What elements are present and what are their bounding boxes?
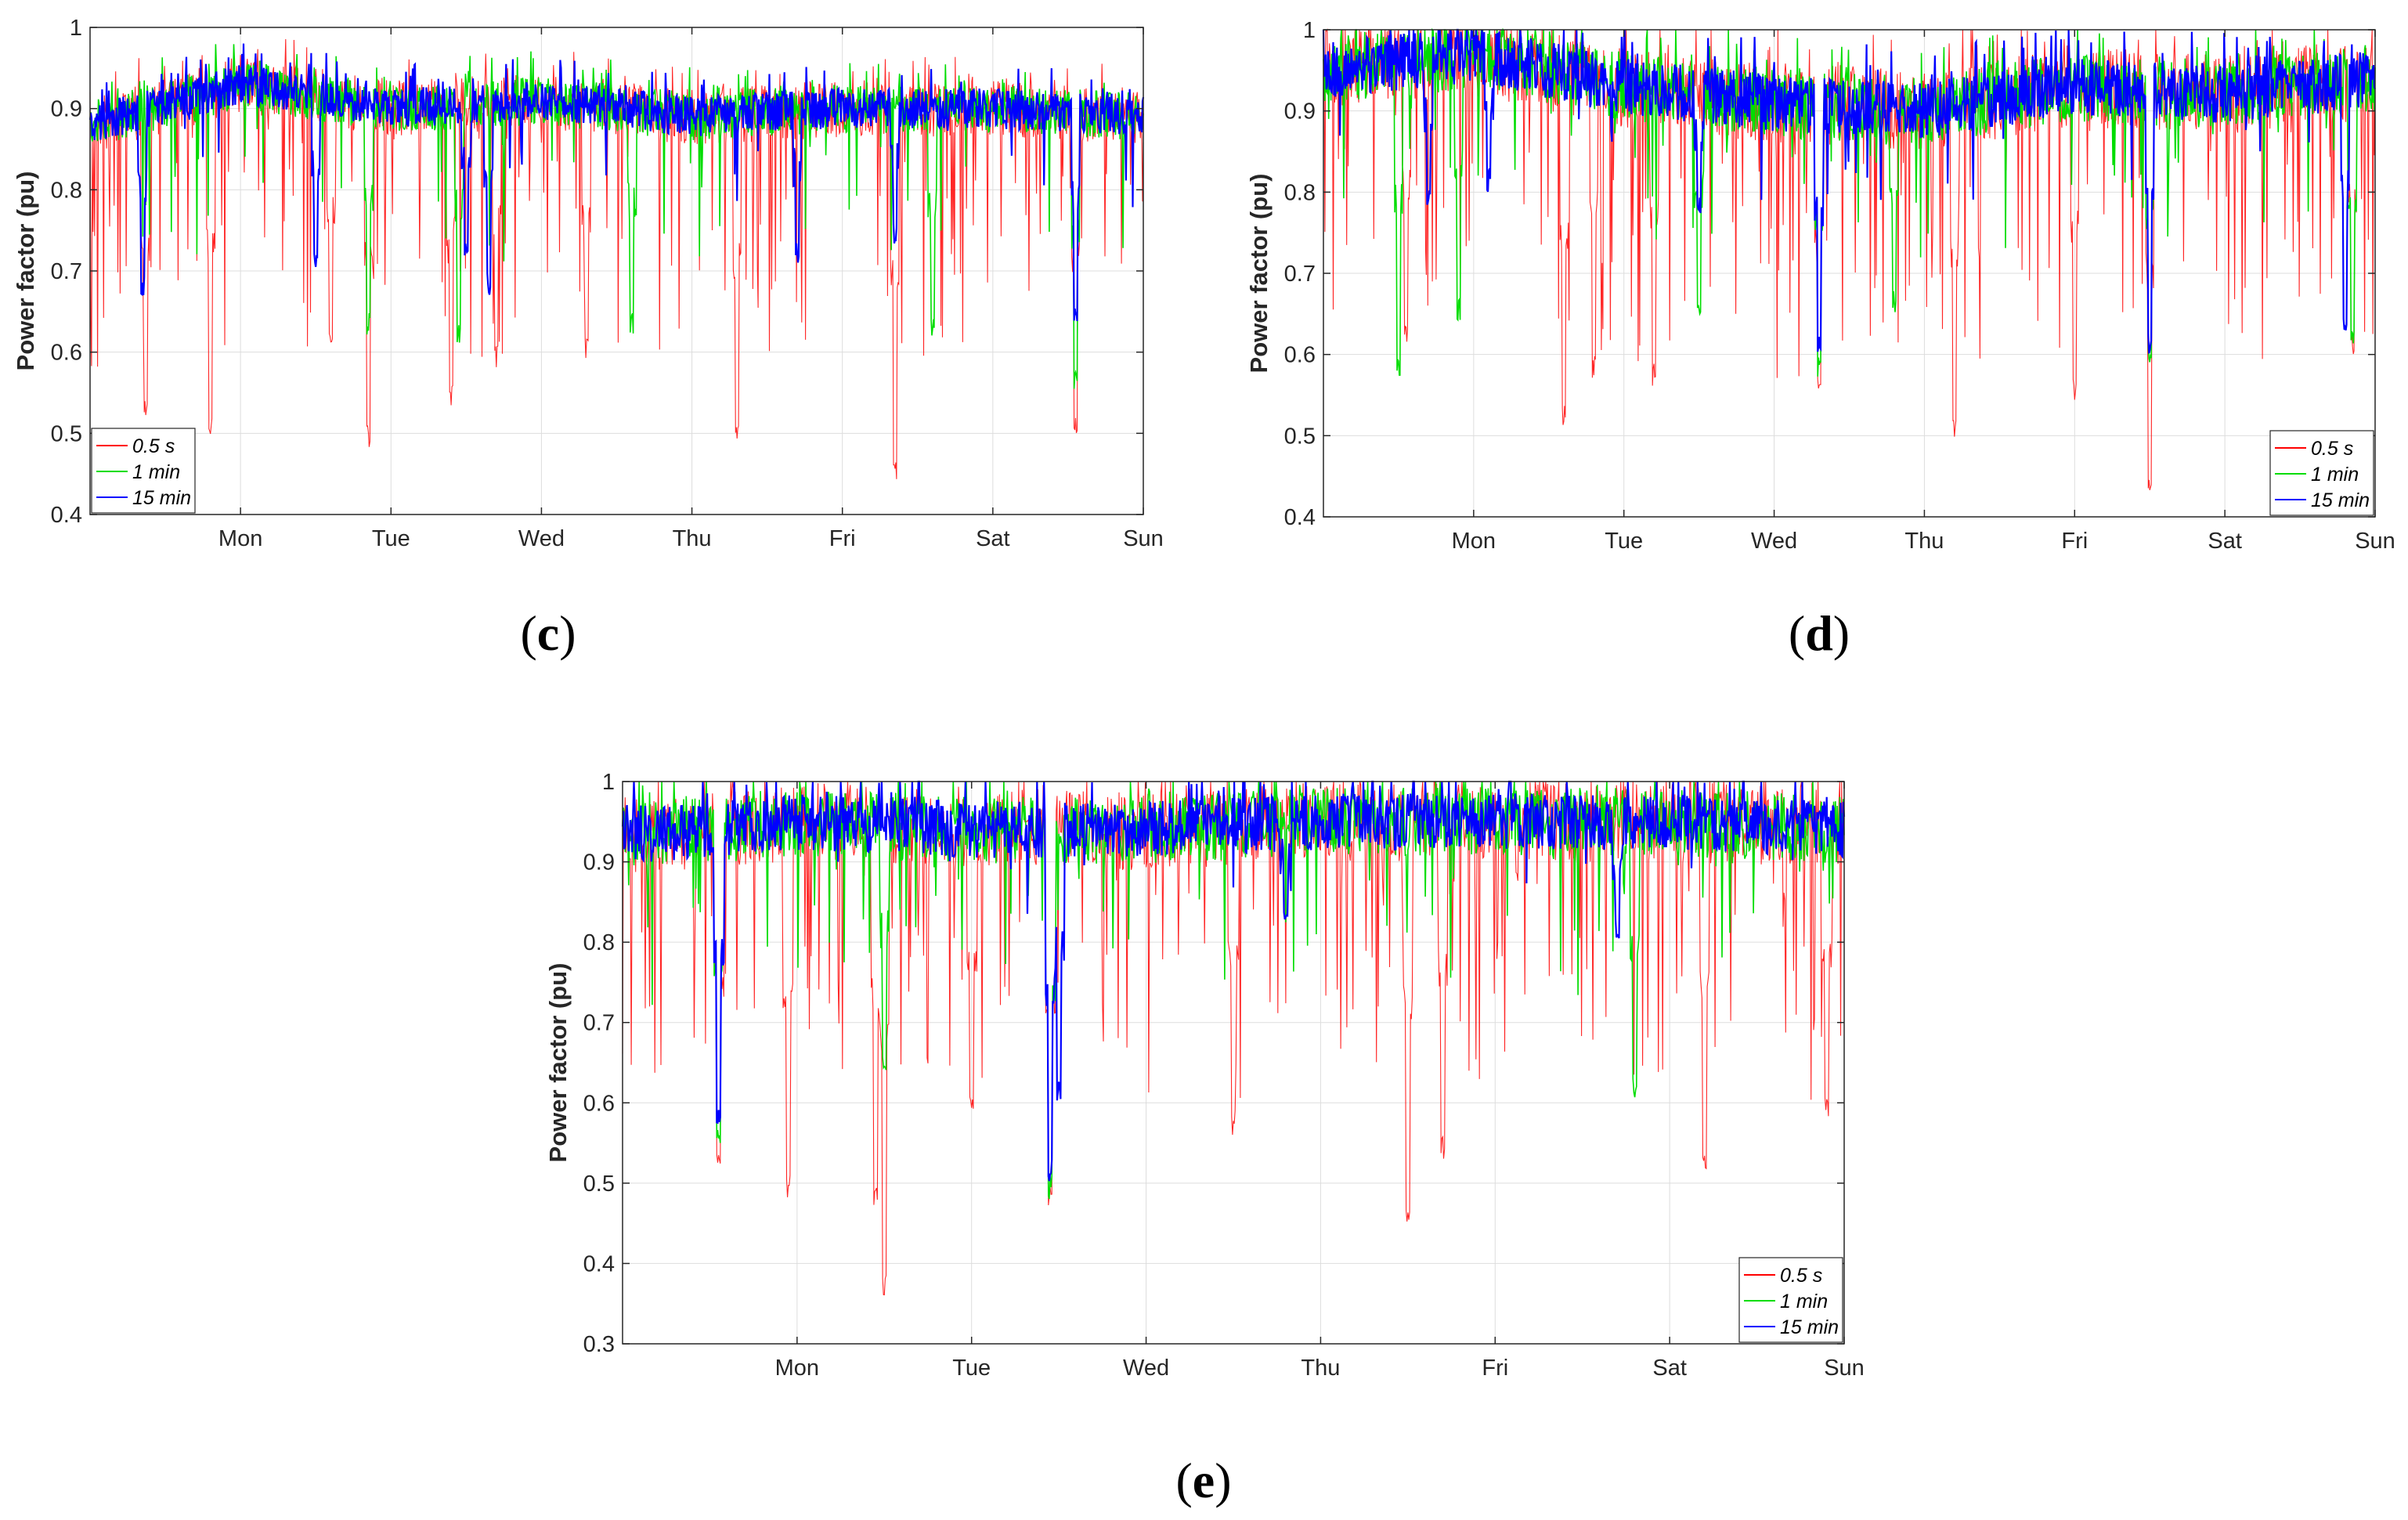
caption-letter: e [1193,1453,1215,1508]
x-tick-label: Tue [372,526,410,551]
caption-open: ( [1175,1453,1192,1508]
x-tick-label: Fri [2061,529,2088,554]
y-tick-label: 0.4 [51,503,82,528]
caption-letter: c [537,605,559,661]
y-tick-label: 0.4 [583,1251,615,1276]
legend-label: 1 min [132,461,180,483]
chart-panel-c: 0.4 0.5 0.6 0.7 0.8 0.9 1 Mon Tue Wed Thu Fri Sat Sun… [12,16,1164,661]
y-tick-label: 0.7 [1284,262,1316,287]
y-tick-label: 0.9 [583,850,615,876]
x-tick-label: Sat [1652,1356,1687,1381]
legend-label: 0.5 s [1780,1265,1822,1287]
y-tick-label: 0.6 [1284,343,1316,368]
legend-box [1738,1257,1843,1343]
y-tick-label: 0.7 [51,259,82,284]
y-tick-label: 0.4 [1284,505,1316,530]
x-tick-label: Mon [775,1356,819,1381]
y-axis-label: Power factor (pu) [544,963,572,1163]
y-tick-label: 0.3 [583,1332,615,1357]
caption-open: ( [1789,605,1805,661]
caption-close: ) [559,605,576,661]
caption-close: ) [1833,605,1850,661]
series-line-15min [621,780,1846,1182]
y-tick-label: 0.8 [583,930,615,955]
chart-panel-e: 0.3 0.4 0.5 0.6 0.7 0.8 0.9 1 Mon Tue Wed Thu Fri Sat… [544,770,1865,1508]
x-tick-label: Tue [1605,529,1643,554]
x-tick-label: Thu [673,526,712,551]
x-tick-label: Fri [829,526,856,551]
y-tick-label: 0.5 [583,1172,615,1197]
y-tick-label: 1 [1303,18,1316,43]
x-tick-label: Sun [1123,526,1164,551]
legend-label: 15 min [2311,489,2370,511]
legend: 0.5 s 1 min 15 min [1738,1257,1843,1343]
x-tick-label: Wed [1751,529,1797,554]
legend-label: 15 min [132,487,191,509]
caption-close: ) [1215,1453,1231,1508]
series-line-15min [1322,28,2376,354]
y-tick-label: 0.6 [51,341,82,366]
figure-caption: (e) [1175,1453,1231,1508]
x-tick-label: Tue [952,1356,991,1381]
axes-box [622,781,1845,1345]
y-tick-label: 0.9 [51,97,82,122]
legend-label: 15 min [1780,1316,1839,1338]
figure-caption: (c) [520,605,576,661]
series-line-15min [88,43,1145,322]
x-tick-label: Sun [2355,529,2395,554]
y-tick-label: 0.5 [51,421,82,446]
y-tick-label: 1 [602,770,615,795]
y-tick-label: 0.8 [1284,180,1316,205]
x-tick-label: Thu [1301,1356,1340,1381]
caption-open: ( [520,605,536,661]
y-tick-label: 0.6 [583,1091,615,1116]
y-axis-label: Power factor (pu) [1245,174,1273,374]
x-tick-label: Mon [218,526,262,551]
legend-label: 1 min [1780,1291,1828,1312]
legend-label: 0.5 s [132,435,175,457]
x-tick-label: Sat [976,526,1010,551]
legend-label: 1 min [2311,464,2359,486]
x-tick-label: Sat [2208,529,2242,554]
legend-label: 0.5 s [2311,438,2353,460]
chart-panel-d: 0.4 0.5 0.6 0.7 0.8 0.9 1 Mon Tue Wed Thu Fri Sat Sun… [1245,18,2395,661]
legend: 0.5 s 1 min 15 min [2269,430,2374,516]
x-tick-label: Wed [1123,1356,1169,1381]
y-tick-label: 0.5 [1284,424,1316,449]
x-tick-label: Sun [1824,1356,1865,1381]
y-tick-label: 0.9 [1284,99,1316,125]
x-tick-label: Mon [1452,529,1496,554]
y-tick-label: 0.8 [51,178,82,203]
caption-letter: d [1805,605,1833,661]
x-tick-label: Thu [1904,529,1944,554]
y-axis-label: Power factor (pu) [12,171,39,371]
figure-caption: (d) [1789,605,1850,661]
x-tick-label: Fri [1482,1356,1508,1381]
y-tick-label: 0.7 [583,1011,615,1036]
legend: 0.5 s 1 min 15 min [91,428,196,514]
x-tick-label: Wed [518,526,565,551]
y-tick-label: 1 [70,16,82,41]
